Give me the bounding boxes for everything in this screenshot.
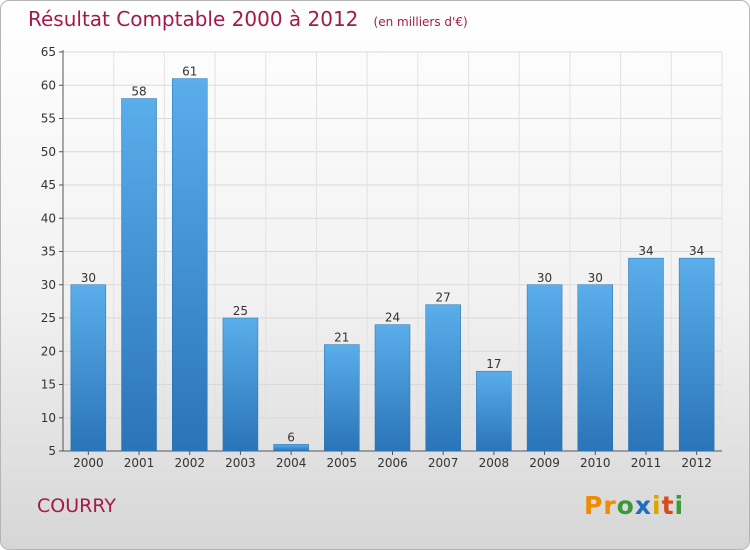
value-label-2007: 27 (436, 291, 451, 305)
logo-letter: i (674, 491, 685, 520)
y-tick-label: 50 (41, 145, 56, 159)
bar-2012 (678, 257, 715, 452)
labels: 5 10 15 20 25 30 35 40 45 50 55 60 65 30 2000 58 2001 61 2… (41, 45, 712, 470)
value-label-2006: 24 (385, 311, 400, 325)
bar-2008 (476, 370, 512, 452)
y-tick-label: 10 (41, 411, 56, 425)
value-label-2010: 30 (588, 271, 603, 285)
commune-name: COURRY (37, 495, 116, 517)
value-label-2005: 21 (334, 331, 349, 345)
y-tick-label: 25 (41, 311, 56, 325)
y-tick-label: 35 (41, 245, 56, 259)
x-tick-label-2009: 2009 (529, 456, 560, 470)
value-label-2001: 58 (131, 85, 146, 99)
y-tick-label: 60 (41, 78, 56, 92)
bar-2007 (425, 304, 461, 452)
bar-2000 (70, 284, 107, 452)
logo-letter: r (603, 491, 617, 520)
bar-2002 (171, 78, 208, 452)
chart-subtitle: (en milliers d'€) (373, 15, 468, 29)
value-label-2000: 30 (81, 271, 96, 285)
value-label-2008: 17 (486, 357, 501, 371)
logo-letter: P (584, 491, 604, 520)
y-tick-label: 30 (41, 278, 56, 292)
x-tick-label-2010: 2010 (580, 456, 611, 470)
x-tick-label-2002: 2002 (174, 456, 205, 470)
bar-2003 (222, 317, 259, 452)
y-tick-label: 40 (41, 211, 56, 225)
title-block: Résultat Comptable 2000 à 2012 (en milli… (28, 7, 468, 31)
logo-letter: o (616, 491, 635, 520)
y-tick-label: 20 (41, 344, 56, 358)
x-tick-label-2008: 2008 (479, 456, 510, 470)
proxiti-logo: Proxiti (584, 491, 684, 520)
bar-2004 (273, 444, 309, 452)
value-label-2004: 6 (287, 430, 295, 444)
x-tick-label-2004: 2004 (276, 456, 307, 470)
value-label-2009: 30 (537, 271, 552, 285)
x-tick-label-2005: 2005 (327, 456, 358, 470)
y-tick-label: 5 (48, 444, 56, 458)
bar-2010 (577, 284, 614, 452)
y-tick-label: 65 (41, 45, 56, 59)
bar-2001 (121, 98, 157, 452)
logo-letter: i (652, 491, 662, 520)
x-tick-label-2000: 2000 (73, 456, 104, 470)
bar-2006 (374, 324, 411, 452)
y-tick-label: 15 (41, 378, 56, 392)
value-label-2011: 34 (638, 244, 653, 258)
bars (70, 78, 715, 452)
logo-letter: t (661, 491, 675, 520)
x-tick-label-2003: 2003 (225, 456, 256, 470)
bar-2009 (526, 284, 563, 452)
value-label-2003: 25 (233, 304, 248, 318)
logo-letter: x (634, 491, 652, 520)
chart-title: Résultat Comptable 2000 à 2012 (28, 7, 359, 31)
bar-2005 (324, 344, 360, 452)
y-tick-label: 45 (41, 178, 56, 192)
x-tick-label-2012: 2012 (681, 456, 712, 470)
value-label-2012: 34 (689, 244, 704, 258)
x-tick-label-2011: 2011 (631, 456, 662, 470)
y-tick-label: 55 (41, 112, 56, 126)
bar-2011 (628, 257, 664, 452)
value-label-2002: 61 (182, 65, 197, 79)
x-tick-label-2001: 2001 (124, 456, 155, 470)
x-tick-label-2007: 2007 (428, 456, 459, 470)
x-tick-label-2006: 2006 (377, 456, 408, 470)
